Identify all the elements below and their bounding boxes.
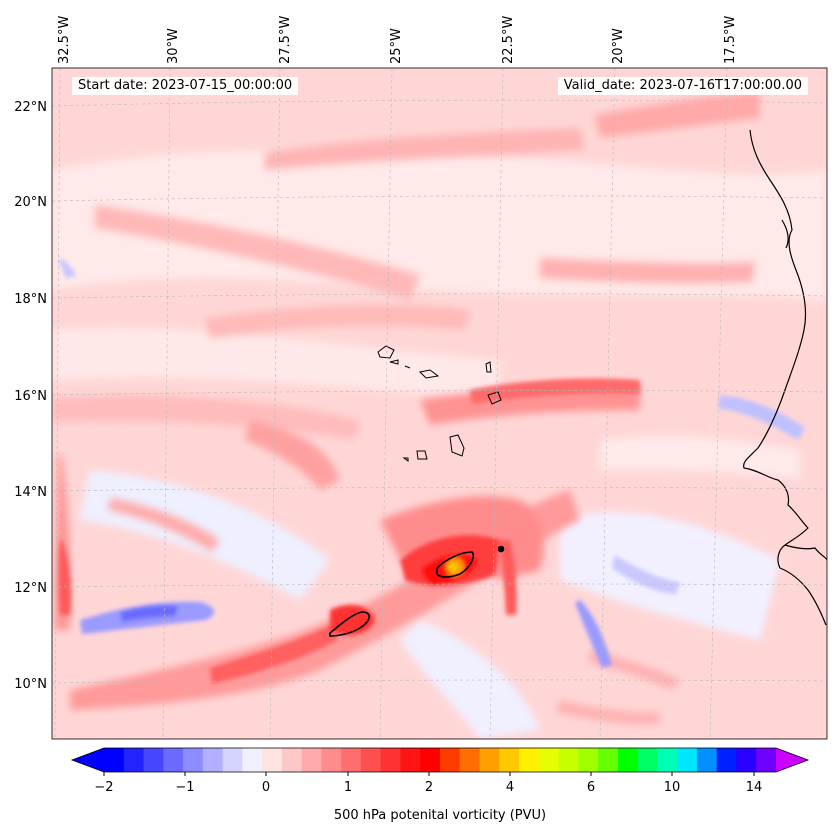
africa-coastline: [743, 129, 827, 626]
lon-label: 22.5°W: [501, 16, 516, 64]
colorbar-segment: [321, 748, 342, 772]
colorbar-segment: [281, 748, 303, 772]
colorbar-segment: [716, 748, 737, 772]
map-frame: [51, 67, 828, 740]
colorbar-segment: [538, 748, 560, 772]
lat-label: 16°N: [14, 389, 47, 404]
colorbar-tick-label: 6: [587, 780, 595, 795]
colorbar-segment: [123, 748, 145, 772]
lon-label: 25°W: [389, 28, 404, 64]
lat-label: 20°N: [14, 195, 47, 210]
colorbar-segment: [202, 748, 224, 772]
colorbar-segment: [479, 748, 500, 772]
negative-pv-streaks: [58, 258, 805, 668]
lat-label: 22°N: [14, 100, 47, 115]
colorbar-segments: [104, 748, 777, 772]
colorbar-segment: [637, 748, 658, 772]
colorbar-segment: [143, 748, 164, 772]
longitude-labels: 32.5°W 30°W 27.5°W 25°W 22.5°W 20°W 17.5…: [57, 16, 738, 64]
colorbar-segment: [163, 748, 184, 772]
colorbar-segment: [696, 748, 718, 772]
colorbar-segment: [222, 748, 243, 772]
lon-label: 32.5°W: [57, 16, 72, 64]
colorbar-segment: [499, 748, 520, 772]
colorbar-segment: [598, 748, 619, 772]
colorbar-segment: [617, 748, 639, 772]
colorbar-segment: [677, 748, 698, 772]
pv-field: [52, 68, 827, 739]
colorbar-segment: [242, 748, 263, 772]
colorbar-segment: [400, 748, 421, 772]
cape-verde-islands: [377, 345, 502, 462]
colorbar-tick-label: 2: [425, 780, 433, 795]
colorbar-tick-label: 4: [506, 780, 514, 795]
pv-contour-lines: [329, 545, 505, 637]
moderate-pv-bands: [52, 92, 760, 725]
lat-label: 10°N: [14, 677, 47, 692]
valid-date-label: Valid_date: 2023-07-16T17:00:00.00: [557, 77, 808, 95]
start-date-label: Start date: 2023-07-15_00:00:00: [72, 77, 299, 95]
lat-label: 14°N: [14, 485, 47, 500]
colorbar-segment: [380, 748, 401, 772]
lon-label: 17.5°W: [723, 16, 738, 64]
colorbar-tick-label: 10: [664, 780, 681, 795]
colorbar-segment: [341, 748, 362, 772]
lon-label: 30°W: [166, 28, 181, 64]
colorbar-segment: [440, 748, 461, 772]
colorbar-segment: [736, 748, 757, 772]
colorbar-segment: [756, 748, 777, 772]
lat-label: 18°N: [14, 292, 47, 307]
colorbar-segment: [301, 748, 322, 772]
colorbar-segment: [183, 748, 204, 772]
colorbar-segment: [657, 748, 678, 772]
colorbar-segment: [558, 748, 579, 772]
colorbar-segment: [262, 748, 283, 772]
colorbar-min-extend: [72, 748, 104, 772]
colorbar-max-extend: [776, 748, 808, 772]
colorbar-tick-label: −1: [175, 780, 194, 795]
lon-label: 27.5°W: [278, 16, 293, 64]
colorbar-segment: [420, 748, 441, 772]
colorbar-segment: [459, 748, 481, 772]
graticule: [52, 68, 827, 739]
lat-label: 12°N: [14, 581, 47, 596]
colorbar-tick-label: 0: [262, 780, 270, 795]
colorbar-label: 500 hPa potenital vorticity (PVU): [333, 808, 547, 823]
colorbar-segment: [360, 748, 382, 772]
colorbar-segment: [104, 748, 125, 772]
colorbar-tick-label: 1: [344, 780, 352, 795]
colorbar-segment: [519, 748, 540, 772]
colorbar-tick-label: 14: [746, 780, 763, 795]
colorbar-segment: [578, 748, 599, 772]
colorbar: −2 −1 0 1 2 4 6 10 14: [70, 747, 810, 795]
lon-label: 20°W: [611, 28, 626, 64]
latitude-labels: 22°N 20°N 18°N 16°N 14°N 12°N 10°N: [14, 100, 47, 692]
colorbar-tick-label: −2: [94, 780, 113, 795]
